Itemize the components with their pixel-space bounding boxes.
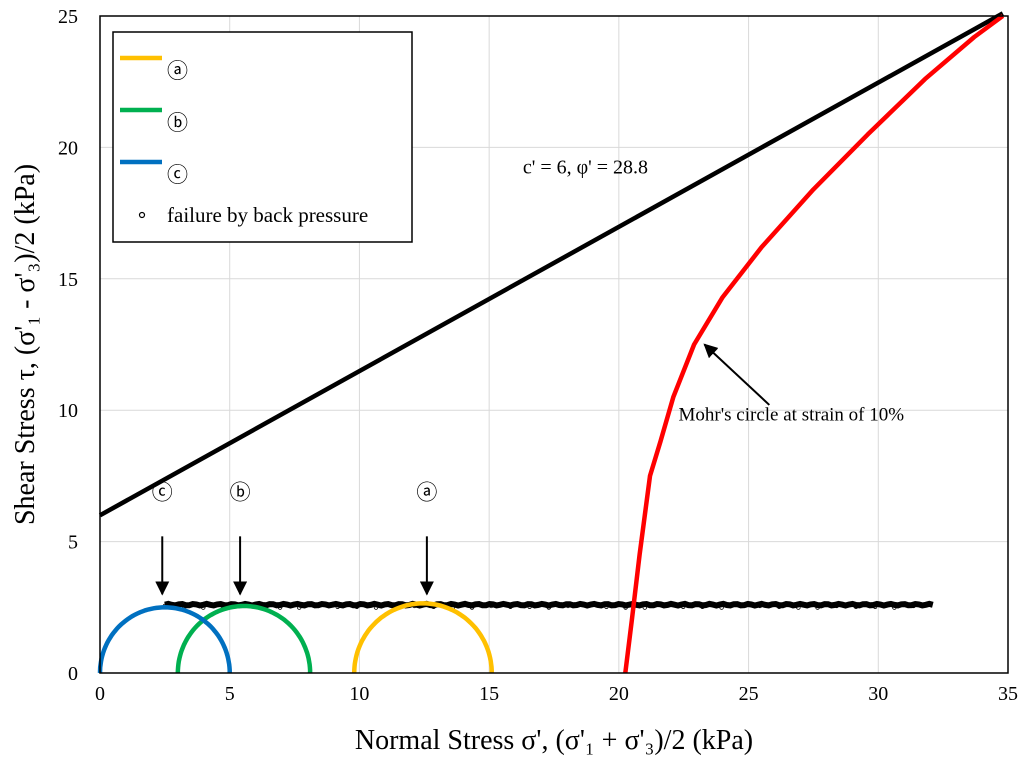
failure-by-back-pressure-point bbox=[201, 605, 206, 610]
failure-envelope-line bbox=[98, 11, 1004, 518]
legend: ⓐ ⓑ ⓒ failure by back pressure bbox=[112, 31, 413, 243]
x-axis-label: Normal Stress σ', (σ'₁ + σ'₃)/2 (kPa) bbox=[355, 725, 753, 756]
x-tick-label: 20 bbox=[609, 683, 629, 705]
x-tick-label: 30 bbox=[868, 683, 888, 705]
annotation-arrow bbox=[703, 343, 771, 406]
failure-by-back-pressure-point bbox=[661, 603, 667, 609]
tick-labels: 0 5 10 15 20 25 30 35 0 5 10 15 20 25 bbox=[58, 6, 1018, 705]
failure-by-back-pressure-point bbox=[642, 605, 647, 610]
legend-label: ⓑ bbox=[167, 111, 188, 135]
failure-envelope-label: c' = 6, φ' = 28.8 bbox=[523, 157, 648, 179]
failure-by-back-pressure-point bbox=[277, 605, 283, 610]
failure-by-back-pressure-point bbox=[757, 603, 763, 609]
failure-by-back-pressure-point bbox=[297, 605, 302, 610]
failure-by-back-pressure-point bbox=[892, 605, 897, 610]
failure-by-back-pressure-point bbox=[546, 605, 552, 610]
x-tick-label: 15 bbox=[479, 683, 499, 705]
failure-by-back-pressure-point bbox=[738, 603, 743, 609]
annotations: Mohr's circle at strain of 10% ⓒ ⓑ ⓐ bbox=[152, 343, 905, 596]
mohr-circle bbox=[175, 603, 313, 674]
x-tick-label: 25 bbox=[739, 683, 759, 705]
legend-box bbox=[112, 31, 413, 243]
failure-by-back-pressure-point bbox=[508, 604, 513, 609]
y-tick-label: 10 bbox=[58, 400, 78, 422]
circle-label-annotation: ⓑ bbox=[230, 481, 251, 505]
y-tick-label: 15 bbox=[58, 269, 78, 291]
failure-by-back-pressure-point bbox=[719, 605, 724, 610]
legend-label: ⓒ bbox=[167, 163, 188, 187]
failure-by-back-pressure-point bbox=[354, 604, 360, 609]
x-tick-label: 5 bbox=[225, 683, 235, 705]
legend-label: failure by back pressure bbox=[167, 203, 368, 227]
failure-by-back-pressure-point bbox=[335, 604, 340, 609]
y-tick-label: 0 bbox=[68, 663, 78, 685]
failure-by-back-pressure-point bbox=[565, 603, 571, 609]
failure-by-back-pressure-point bbox=[680, 604, 686, 609]
failure-by-back-pressure-point bbox=[796, 605, 801, 610]
mohr-circle bbox=[351, 601, 494, 674]
failure-by-back-pressure-point bbox=[489, 603, 494, 609]
x-tick-label: 35 bbox=[998, 683, 1018, 705]
failure-by-back-pressure-point bbox=[623, 605, 628, 610]
y-tick-label: 25 bbox=[58, 6, 78, 28]
mohr-circle-10pct-line bbox=[623, 14, 1005, 674]
circle-label-annotation: ⓒ bbox=[152, 481, 173, 505]
failure-by-back-pressure-point bbox=[911, 603, 916, 609]
failure-by-back-pressure-point bbox=[872, 604, 878, 609]
failure-by-back-pressure-point bbox=[776, 604, 782, 609]
mohr-circle-annotation: Mohr's circle at strain of 10% bbox=[679, 405, 905, 426]
failure-by-back-pressure-point bbox=[834, 603, 839, 609]
y-tick-label: 20 bbox=[58, 137, 78, 159]
failure-by-back-pressure-point bbox=[585, 603, 590, 609]
failure-by-back-pressure-point bbox=[700, 604, 705, 609]
x-tick-label: 10 bbox=[349, 683, 369, 705]
failure-by-back-pressure-point bbox=[373, 605, 379, 610]
x-tick-label: 0 bbox=[95, 683, 105, 705]
failure-by-back-pressure-point bbox=[815, 605, 820, 610]
failure-by-back-pressure-point bbox=[604, 604, 609, 609]
failure-by-back-pressure-band bbox=[164, 600, 934, 609]
failure-by-back-pressure-point bbox=[316, 603, 321, 609]
legend-swatch bbox=[138, 211, 146, 219]
series: c' = 6, φ' = 28.8 bbox=[97, 11, 1005, 674]
failure-by-back-pressure-point bbox=[527, 604, 532, 609]
legend-label: ⓐ bbox=[167, 59, 188, 83]
y-tick-label: 5 bbox=[68, 532, 78, 554]
failure-by-back-pressure-point bbox=[853, 604, 859, 609]
circle-label-annotation: ⓐ bbox=[416, 481, 437, 505]
plot-frame bbox=[99, 15, 1009, 674]
y-axis-label: Shear Stress τ, (σ'₁ - σ'₃)/2 (kPa) bbox=[10, 164, 41, 525]
failure-by-back-pressure-point bbox=[469, 605, 475, 610]
mohr-circle bbox=[97, 605, 232, 674]
